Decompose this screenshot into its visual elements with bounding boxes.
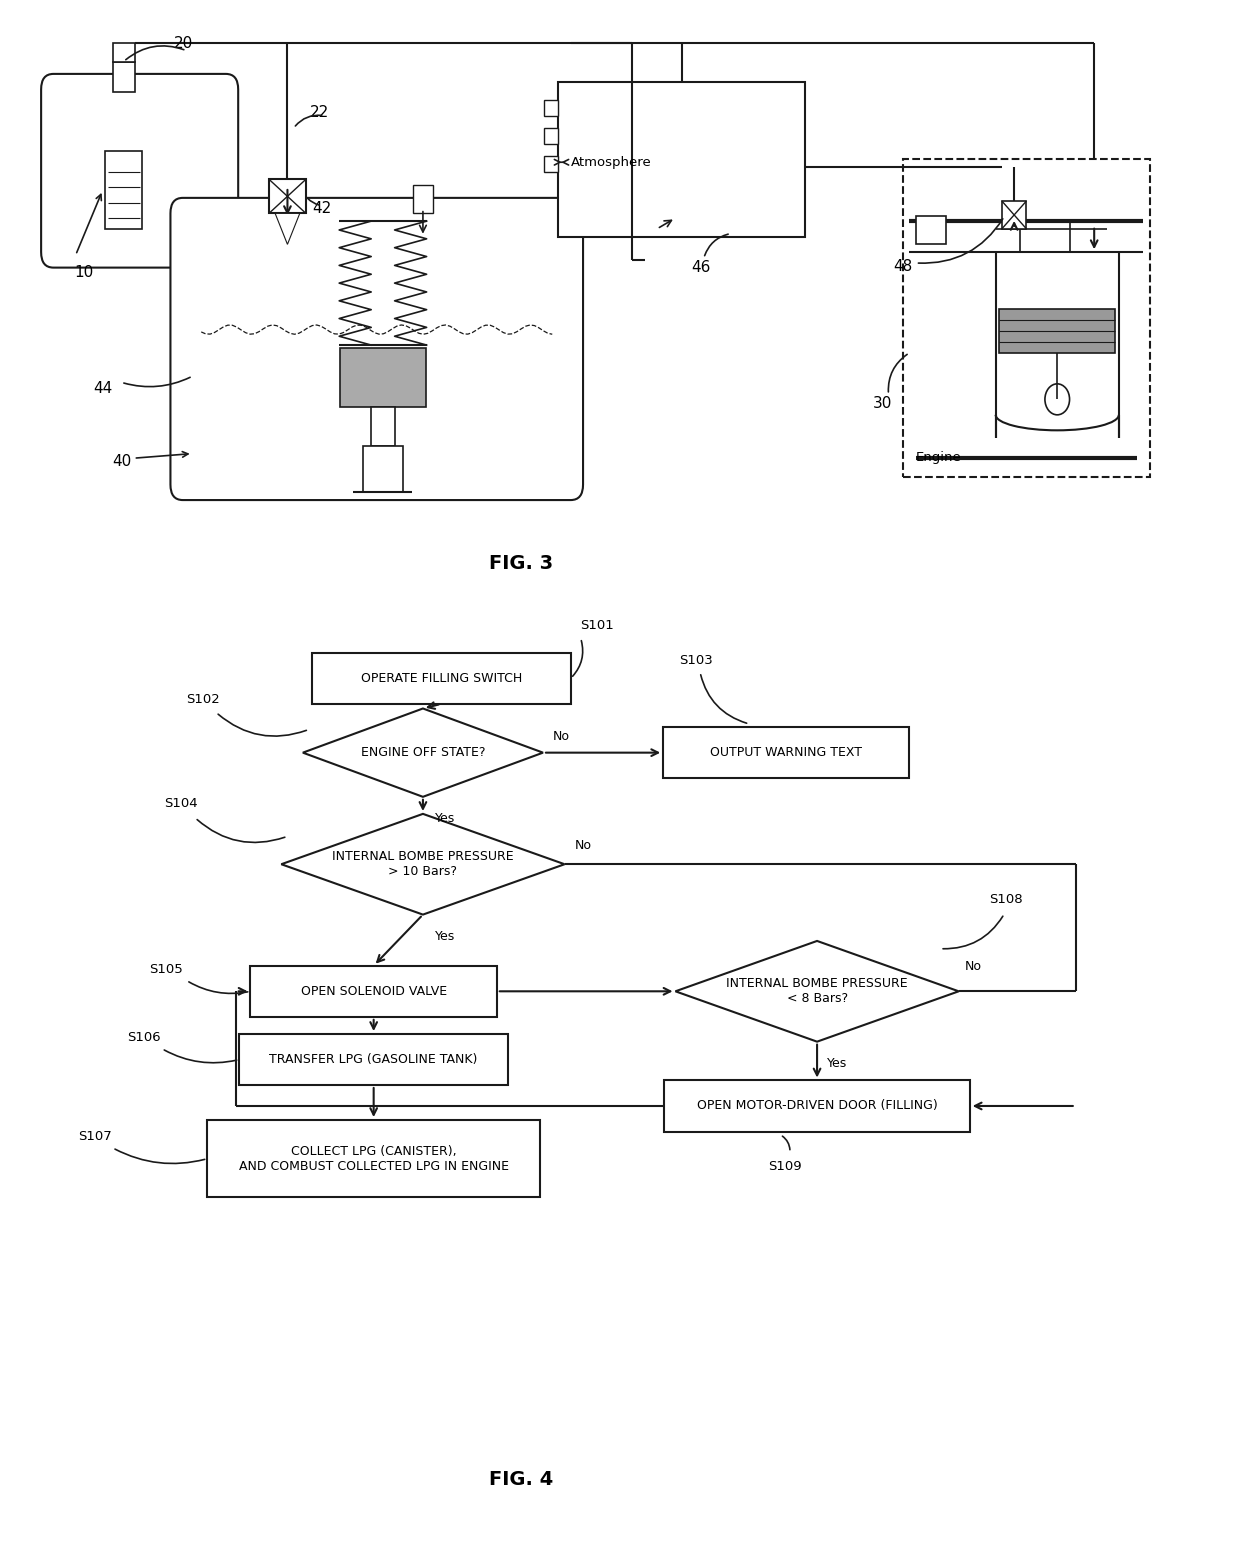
Bar: [269, 179, 306, 213]
Bar: [371, 407, 396, 446]
Text: Engine: Engine: [915, 452, 961, 464]
Text: OPEN MOTOR-DRIVEN DOOR (FILLING): OPEN MOTOR-DRIVEN DOOR (FILLING): [697, 1100, 937, 1112]
Text: S108: S108: [990, 893, 1023, 907]
Text: 20: 20: [174, 36, 193, 51]
Text: S103: S103: [680, 654, 713, 667]
Text: FIG. 3: FIG. 3: [490, 555, 553, 573]
Text: Yes: Yes: [435, 812, 455, 826]
Text: S109: S109: [768, 1161, 801, 1173]
Text: 10: 10: [74, 265, 94, 279]
Text: S102: S102: [186, 693, 221, 706]
Bar: [558, 81, 805, 237]
Bar: [543, 100, 558, 115]
Bar: [312, 653, 570, 704]
Polygon shape: [281, 813, 564, 915]
Text: INTERNAL BOMBE PRESSURE
> 10 Bars?: INTERNAL BOMBE PRESSURE > 10 Bars?: [332, 851, 513, 879]
Polygon shape: [275, 213, 300, 245]
Bar: [363, 446, 403, 492]
Bar: [113, 44, 135, 61]
Text: No: No: [965, 960, 982, 972]
Text: No: No: [553, 731, 570, 743]
Bar: [105, 151, 143, 229]
Text: Atmosphere: Atmosphere: [570, 156, 651, 168]
Text: 40: 40: [113, 453, 131, 469]
Text: No: No: [574, 838, 591, 852]
Text: S101: S101: [580, 619, 614, 633]
Text: INTERNAL BOMBE PRESSURE
< 8 Bars?: INTERNAL BOMBE PRESSURE < 8 Bars?: [727, 977, 908, 1005]
Bar: [543, 156, 558, 171]
Text: ENGINE OFF STATE?: ENGINE OFF STATE?: [361, 746, 485, 759]
Text: S106: S106: [128, 1031, 161, 1044]
Text: 30: 30: [873, 396, 892, 411]
Bar: [113, 61, 135, 92]
Bar: [999, 310, 1115, 352]
Text: Yes: Yes: [435, 930, 455, 943]
Text: TRANSFER LPG (GASOLINE TANK): TRANSFER LPG (GASOLINE TANK): [269, 1053, 477, 1066]
Bar: [207, 1120, 539, 1198]
FancyBboxPatch shape: [170, 198, 583, 500]
Bar: [1002, 201, 1027, 229]
Text: S107: S107: [78, 1130, 112, 1144]
Text: 48: 48: [894, 259, 913, 274]
Text: Yes: Yes: [827, 1058, 847, 1070]
Text: FIG. 4: FIG. 4: [490, 1469, 553, 1489]
Text: 46: 46: [692, 260, 711, 276]
Bar: [239, 1035, 508, 1084]
Text: OPERATE FILLING SWITCH: OPERATE FILLING SWITCH: [361, 671, 522, 686]
FancyBboxPatch shape: [41, 73, 238, 268]
Bar: [413, 185, 433, 213]
Text: 42: 42: [312, 201, 331, 217]
Text: S105: S105: [150, 963, 184, 975]
Text: OPEN SOLENOID VALVE: OPEN SOLENOID VALVE: [300, 985, 446, 997]
Bar: [915, 217, 946, 245]
Text: COLLECT LPG (CANISTER),
AND COMBUST COLLECTED LPG IN ENGINE: COLLECT LPG (CANISTER), AND COMBUST COLL…: [238, 1145, 508, 1173]
Text: OUTPUT WARNING TEXT: OUTPUT WARNING TEXT: [711, 746, 862, 759]
Text: 22: 22: [310, 104, 329, 120]
Bar: [903, 159, 1149, 477]
Bar: [543, 128, 558, 143]
Text: 44: 44: [93, 382, 112, 396]
Polygon shape: [303, 709, 543, 796]
Text: S104: S104: [164, 798, 198, 810]
Bar: [250, 966, 497, 1017]
Polygon shape: [676, 941, 959, 1042]
Bar: [340, 347, 427, 407]
Bar: [665, 1080, 970, 1131]
Bar: [663, 728, 909, 779]
